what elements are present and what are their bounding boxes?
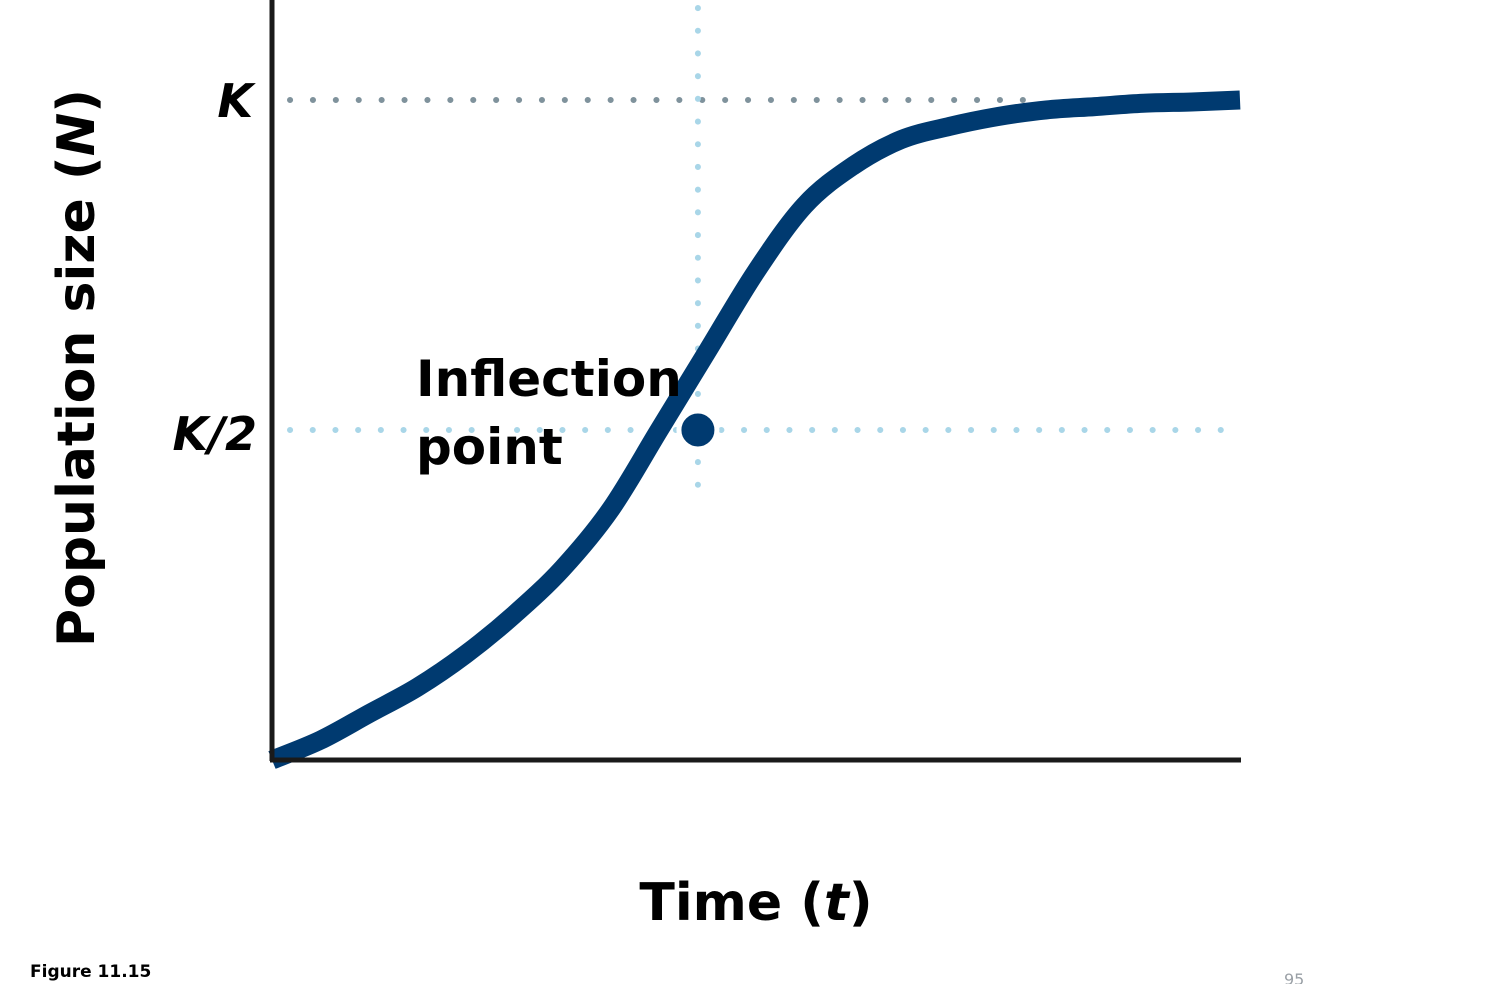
inflection-point-label-line1: Inflection bbox=[416, 350, 682, 408]
y-tick-label-k: K bbox=[217, 74, 256, 128]
figure-caption: Figure 11.15 bbox=[30, 962, 152, 982]
y-axis-label: Population size (N) bbox=[47, 89, 107, 647]
y-tick-label-k-half: K/2 bbox=[173, 407, 257, 461]
page-number: 95 bbox=[1284, 970, 1305, 984]
x-axis-label: Time (t) bbox=[639, 873, 872, 933]
inflection-point-label-line2: point bbox=[416, 418, 563, 476]
inflection-point-marker bbox=[676, 408, 720, 452]
reference-lines bbox=[287, 5, 1233, 495]
population-curve bbox=[268, 90, 1241, 769]
